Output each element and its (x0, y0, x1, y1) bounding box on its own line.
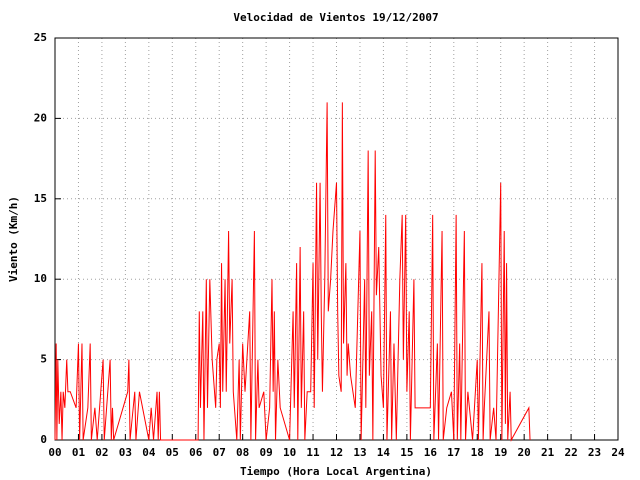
x-tick-label: 24 (611, 446, 625, 459)
y-tick-label: 20 (34, 111, 47, 124)
x-axis-label: Tiempo (Hora Local Argentina) (240, 465, 432, 478)
y-tick-label: 5 (40, 353, 47, 366)
y-axis-label: Viento (Km/h) (7, 196, 20, 282)
x-tick-label: 09 (260, 446, 273, 459)
x-tick-label: 10 (283, 446, 296, 459)
x-tick-label: 14 (377, 446, 391, 459)
x-tick-label: 08 (236, 446, 249, 459)
x-tick-label: 12 (330, 446, 343, 459)
x-tick-label: 23 (588, 446, 601, 459)
x-tick-label: 00 (48, 446, 61, 459)
x-tick-label: 11 (306, 446, 320, 459)
y-tick-label: 10 (34, 272, 47, 285)
chart-title: Velocidad de Vientos 19/12/2007 (233, 11, 438, 24)
y-tick-label: 25 (34, 31, 47, 44)
x-tick-label: 04 (142, 446, 156, 459)
x-tick-label: 01 (72, 446, 86, 459)
x-tick-label: 05 (166, 446, 179, 459)
x-tick-label: 13 (353, 446, 366, 459)
x-tick-label: 16 (424, 446, 438, 459)
y-tick-label: 15 (34, 192, 47, 205)
data-line (54, 102, 531, 442)
x-tick-label: 22 (564, 446, 577, 459)
x-tick-label: 17 (447, 446, 460, 459)
x-tick-label: 18 (471, 446, 484, 459)
x-tick-label: 15 (400, 446, 413, 459)
x-tick-label: 20 (518, 446, 531, 459)
x-tick-label: 19 (494, 446, 507, 459)
plot-frame (54, 37, 619, 441)
x-tick-label: 03 (119, 446, 132, 459)
x-tick-label: 06 (189, 446, 203, 459)
x-tick-label: 07 (213, 446, 226, 459)
x-tick-label: 02 (95, 446, 108, 459)
y-tick-label: 0 (40, 433, 47, 446)
x-tick-label: 21 (541, 446, 555, 459)
